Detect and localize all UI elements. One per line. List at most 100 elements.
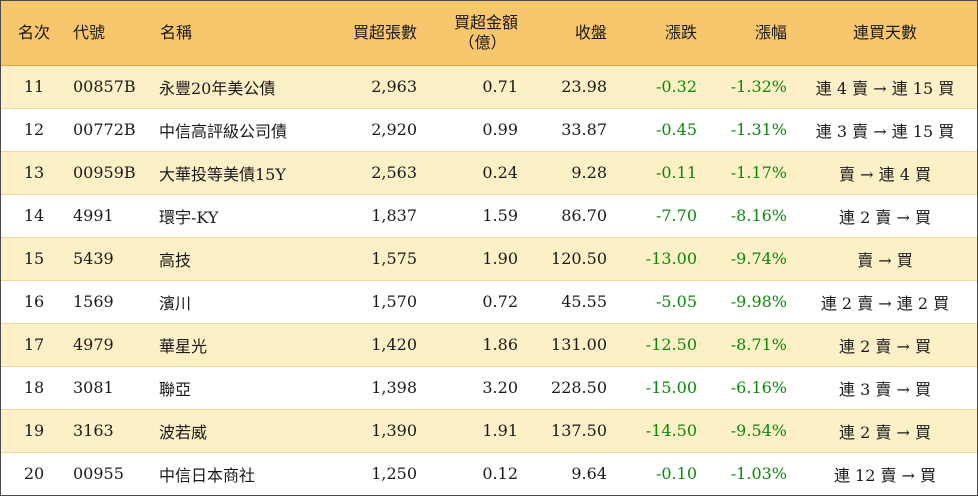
- cell-net-buy-lots: 1,420: [318, 322, 423, 366]
- cell-net-buy-lots: 2,963: [371, 77, 417, 96]
- table-body: 11 00857B 永豐20年美公債 2,963 0.71 23.98 -0.32 -1.32…: [1, 65, 977, 495]
- cell-code: 3163: [67, 408, 153, 452]
- table-header: 名次 代號 名稱 買超張數 買超金額 （億） 收盤 漲跌 漲幅 連買天數: [1, 1, 977, 66]
- cell-change: -7.70: [613, 193, 703, 237]
- cell-change: -0.10: [613, 451, 703, 495]
- cell-name: 華星光: [153, 322, 318, 366]
- cell-name: 中信日本商社: [153, 451, 318, 495]
- table-row: 17 4979 華星光 1,420 1.86 131.00 -12.50 -8.71% 連 2 …: [1, 322, 977, 366]
- cell-close: 23.98: [561, 77, 607, 96]
- cell-code: 3081: [67, 365, 153, 409]
- cell-net-buy-amount: 1.91: [423, 408, 524, 452]
- cell-code: 00955: [67, 451, 153, 495]
- table-row: 15 5439 高技 1,575 1.90 120.50 -13.00 -9.74% 賣 → 買: [1, 236, 977, 280]
- cell-streak: 連 2 賣 → 買: [793, 193, 977, 237]
- cell-change: -14.50: [613, 408, 703, 452]
- cell-rank: 14: [1, 193, 67, 237]
- cell-name: 中信高評級公司債: [153, 107, 318, 151]
- cell-change: -13.00: [613, 236, 703, 280]
- header-code: 代號: [67, 1, 153, 66]
- cell-rank: 11: [23, 77, 45, 96]
- header-name: 名稱: [153, 1, 318, 66]
- cell-net-buy-amount: 3.20: [423, 365, 524, 409]
- header-close: 收盤: [524, 1, 613, 66]
- header-row: 名次 代號 名稱 買超張數 買超金額 （億） 收盤 漲跌 漲幅 連買天數: [1, 1, 977, 66]
- table-row: 20 00955 中信日本商社 1,250 0.12 9.64 -0.10 -1.03% 連 1…: [1, 451, 977, 495]
- table-row: 14 4991 環宇-KY 1,837 1.59 86.70 -7.70 -8.16% 連 2 …: [1, 193, 977, 237]
- cell-streak: 連 2 賣 → 買: [793, 408, 977, 452]
- cell-close: 9.28: [524, 150, 613, 194]
- cell-streak: 連 3 賣 → 買: [793, 365, 977, 409]
- cell-rank: 15: [1, 236, 67, 280]
- cell-rank: 13: [1, 150, 67, 194]
- cell-code: 1569: [67, 279, 153, 323]
- cell-change: -12.50: [613, 322, 703, 366]
- cell-rank: 20: [1, 451, 67, 495]
- cell-name: 大華投等美債15Y: [153, 150, 318, 194]
- cell-change: -0.32: [655, 77, 697, 96]
- cell-streak: 賣 → 連 4 買: [793, 150, 977, 194]
- table-row: 11 00857B 永豐20年美公債 2,963 0.71 23.98 -0.32 -1.32…: [1, 65, 977, 108]
- header-net-buy-amount-unit: （億）: [458, 32, 507, 52]
- cell-streak: 連 12 賣 → 買: [793, 451, 977, 495]
- cell-net-buy-amount: 0.71: [482, 77, 518, 96]
- cell-streak: 賣 → 買: [793, 236, 977, 280]
- cell-close: 33.87: [524, 107, 613, 151]
- header-change: 漲跌: [613, 1, 703, 66]
- header-change-pct: 漲幅: [703, 1, 793, 66]
- table-row: 13 00959B 大華投等美債15Y 2,563 0.24 9.28 -0.11 -1.17…: [1, 150, 977, 194]
- cell-close: 45.55: [524, 279, 613, 323]
- cell-rank: 12: [1, 107, 67, 151]
- table-row: 19 3163 波若威 1,390 1.91 137.50 -14.50 -9.54% 連 2 …: [1, 408, 977, 452]
- cell-code: 4979: [67, 322, 153, 366]
- cell-change-pct: -1.17%: [703, 150, 793, 194]
- cell-change: -15.00: [613, 365, 703, 409]
- cell-change-pct: -1.03%: [703, 451, 793, 495]
- cell-net-buy-lots: 1,390: [318, 408, 423, 452]
- cell-change: -0.45: [613, 107, 703, 151]
- cell-net-buy-amount: 1.59: [423, 193, 524, 237]
- cell-net-buy-amount: 0.12: [423, 451, 524, 495]
- cell-net-buy-lots: 1,250: [318, 451, 423, 495]
- cell-change-pct: -9.74%: [703, 236, 793, 280]
- cell-name: 濱川: [153, 279, 318, 323]
- cell-name: 高技: [153, 236, 318, 280]
- cell-close: 9.64: [524, 451, 613, 495]
- cell-change-pct: -8.16%: [703, 193, 793, 237]
- cell-change-pct: -8.71%: [703, 322, 793, 366]
- header-net-buy-amount-label: 買超金額: [453, 12, 518, 32]
- cell-net-buy-amount: 0.99: [423, 107, 524, 151]
- cell-code: 00857B: [73, 77, 136, 96]
- cell-rank: 19: [1, 408, 67, 452]
- header-net-buy-amount: 買超金額 （億）: [423, 1, 524, 66]
- cell-net-buy-lots: 1,575: [318, 236, 423, 280]
- cell-change: -0.11: [613, 150, 703, 194]
- cell-code: 4991: [67, 193, 153, 237]
- table-row: 16 1569 濱川 1,570 0.72 45.55 -5.05 -9.98% 連 2 賣 →…: [1, 279, 977, 323]
- cell-rank: 16: [1, 279, 67, 323]
- cell-change-pct: -1.32%: [730, 77, 787, 96]
- cell-code: 00772B: [67, 107, 153, 151]
- cell-net-buy-amount: 0.72: [423, 279, 524, 323]
- table-row: 18 3081 聯亞 1,398 3.20 228.50 -15.00 -6.16% 連 3 賣…: [1, 365, 977, 409]
- header-streak: 連買天數: [793, 1, 977, 66]
- cell-net-buy-amount: 0.24: [423, 150, 524, 194]
- cell-net-buy-amount: 1.90: [423, 236, 524, 280]
- header-rank: 名次: [1, 1, 67, 66]
- cell-close: 86.70: [524, 193, 613, 237]
- cell-name: 波若威: [153, 408, 318, 452]
- cell-rank: 17: [1, 322, 67, 366]
- table-row: 12 00772B 中信高評級公司債 2,920 0.99 33.87 -0.45 -1.31…: [1, 107, 977, 151]
- cell-net-buy-lots: 1,398: [318, 365, 423, 409]
- cell-net-buy-lots: 2,920: [318, 107, 423, 151]
- cell-change-pct: -6.16%: [703, 365, 793, 409]
- header-net-buy-lots: 買超張數: [318, 1, 423, 66]
- cell-change-pct: -9.54%: [703, 408, 793, 452]
- cell-streak: 連 2 賣 → 買: [793, 322, 977, 366]
- cell-code: 00959B: [67, 150, 153, 194]
- cell-close: 131.00: [524, 322, 613, 366]
- cell-net-buy-lots: 1,570: [318, 279, 423, 323]
- cell-name: 聯亞: [153, 365, 318, 409]
